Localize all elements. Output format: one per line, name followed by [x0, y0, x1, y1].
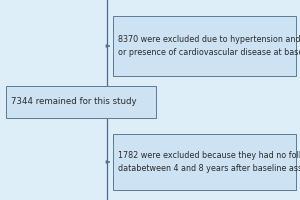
- Text: 8370 were excluded due to hypertension and/
or presence of cardiovascular diseas: 8370 were excluded due to hypertension a…: [118, 35, 300, 57]
- Text: 1782 were excluded because they had no follow-up
databetween 4 and 8 years after: 1782 were excluded because they had no f…: [118, 151, 300, 173]
- Text: 7344 remained for this study: 7344 remained for this study: [11, 98, 137, 106]
- FancyBboxPatch shape: [6, 86, 156, 118]
- FancyBboxPatch shape: [112, 16, 296, 76]
- FancyBboxPatch shape: [112, 134, 296, 190]
